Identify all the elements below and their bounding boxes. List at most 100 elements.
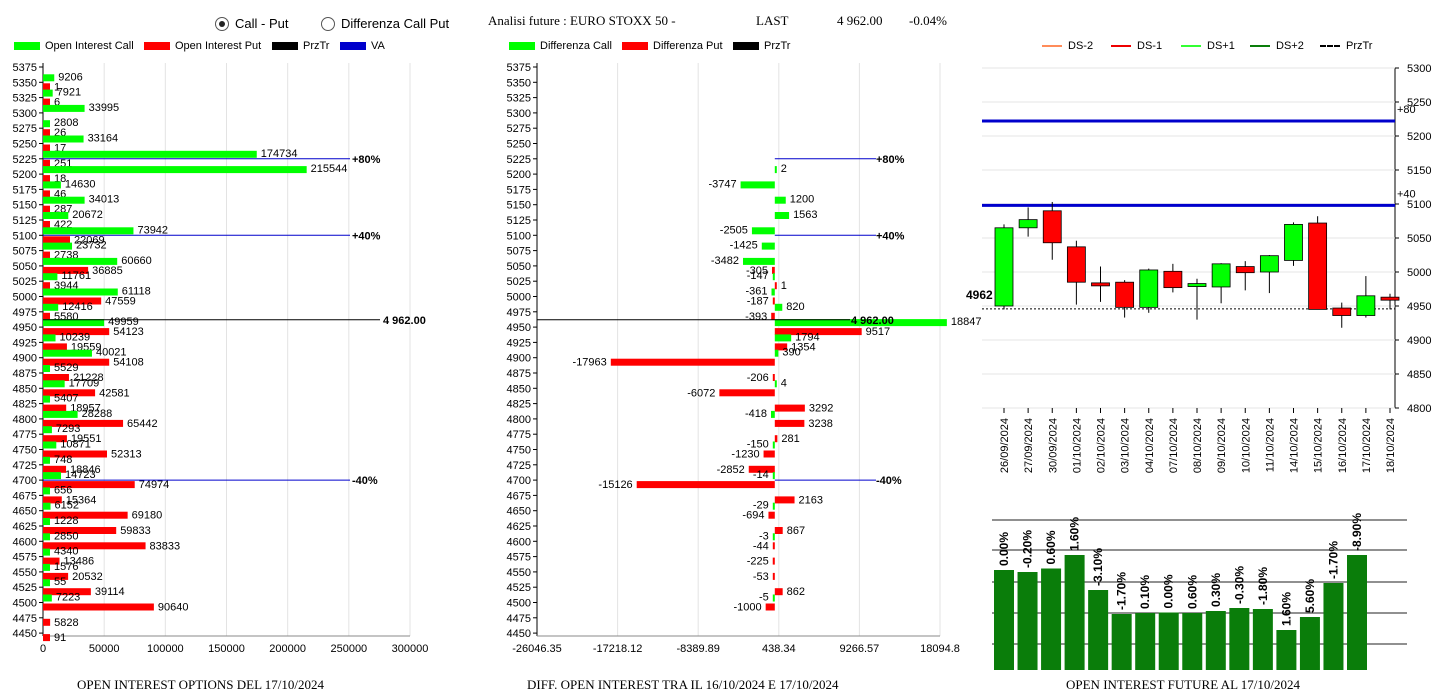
- c1-call-label: 33164: [88, 133, 119, 145]
- c1-call-label: 23732: [76, 240, 107, 252]
- c2-diff-put-bar: [774, 419, 805, 427]
- c1-xtick-label: 0: [40, 643, 46, 655]
- c3-date-label: 15/10/2024: [1313, 418, 1325, 473]
- c2-diff-put-label: -15126: [598, 479, 632, 491]
- last-change: -0.04%: [909, 13, 947, 28]
- c2-diff-call-bar: [774, 166, 777, 174]
- c1-call-label: 11761: [61, 270, 91, 282]
- c1-put-bar: [43, 175, 50, 183]
- c1-call-label: 34013: [89, 194, 120, 206]
- caption-chart2: DIFF. OPEN INTEREST TRA IL 16/10/2024 E …: [527, 677, 839, 692]
- analysis-title: Analisi future : EURO STOXX 50 -: [488, 13, 676, 28]
- c4-bar: [1158, 612, 1179, 670]
- c4-bar-label: -1.70%: [1326, 541, 1340, 579]
- c1-strike-label: 5300: [13, 108, 37, 120]
- c1-strike-label: 5325: [13, 93, 37, 105]
- legend-ds-m2: DS-2: [1042, 40, 1093, 52]
- c2-diff-put-bar: [772, 374, 775, 381]
- c4-bar: [1229, 608, 1250, 670]
- c1-call-bar: [43, 410, 78, 418]
- c1-put-bar: [43, 634, 50, 642]
- c1-call-label: 28288: [82, 408, 113, 420]
- c1-put-bar: [43, 511, 128, 519]
- c1-strike-label: 5375: [13, 62, 37, 74]
- c1-put-bar: [43, 236, 70, 244]
- radio-selected-icon: [215, 16, 229, 31]
- c4-bar: [1205, 611, 1226, 670]
- c3-date-label: 01/10/2024: [1071, 418, 1083, 473]
- c1-strike-label: 4875: [13, 368, 37, 380]
- c1-call-label: 2850: [54, 530, 78, 542]
- c1-call-bar: [43, 273, 58, 281]
- c1-put-label: 42581: [99, 387, 130, 399]
- c1-call-bar: [43, 74, 55, 82]
- c1-put-bar: [43, 312, 50, 320]
- c1-put-label: 21228: [73, 372, 104, 384]
- c1-put-label: 90640: [158, 602, 189, 614]
- c1-call-label: 5529: [54, 362, 78, 374]
- c1-call-bar: [43, 579, 50, 587]
- c1-strike-label: 4800: [13, 414, 37, 426]
- c2-ref-label: +40%: [876, 230, 905, 242]
- c4-bar-label: 0.30%: [1209, 573, 1223, 607]
- c2-diff-put-label: -187: [747, 296, 769, 308]
- c2-diff-put-label: -44: [753, 540, 769, 552]
- c2-diff-put-bar: [774, 496, 795, 504]
- c3-candle-body: [1139, 269, 1159, 308]
- c2-diff-put-label: 281: [781, 433, 799, 445]
- c2-strike-label: 4625: [507, 521, 531, 533]
- c1-put-bar: [43, 297, 102, 305]
- c3-date-label: 18/10/2024: [1385, 418, 1397, 473]
- c2-diff-call-label: -3482: [711, 255, 739, 267]
- c1-put-bar: [43, 266, 89, 274]
- c2-diff-put-bar: [772, 266, 775, 274]
- c1-call-bar: [43, 349, 92, 357]
- legend-diff-call-label: Differenza Call: [540, 40, 612, 52]
- c1-call-bar: [43, 212, 69, 219]
- c1-put-bar: [43, 129, 50, 137]
- c4-bar: [1135, 613, 1156, 670]
- c1-call-label: 73942: [137, 224, 168, 236]
- c2-diff-put-label: -206: [747, 372, 769, 384]
- c2-xtick-label: 9266.57: [840, 643, 880, 655]
- c2-diff-call-label: -14: [753, 469, 769, 481]
- c2-diff-call-label: -147: [747, 270, 769, 282]
- c3-candle-body: [1356, 295, 1376, 316]
- c2-diff-put-label: 9517: [866, 326, 890, 338]
- c2-diff-put-bar: [774, 343, 788, 351]
- c3-candle-body: [1332, 307, 1352, 316]
- radio-unselected-icon: [321, 16, 335, 31]
- c1-put-bar: [43, 450, 107, 458]
- c2-xtick-label: 18094.8: [920, 643, 960, 655]
- c2-diff-put-bar: [765, 603, 775, 611]
- c1-call-bar: [43, 380, 65, 388]
- c1-strike-label: 4975: [13, 307, 37, 319]
- c1-put-bar: [43, 251, 50, 259]
- c2-strike-label: 5125: [507, 215, 531, 227]
- c2-strike-label: 4675: [507, 490, 531, 502]
- c1-ref-label: 4 962.00: [383, 315, 426, 327]
- c1-call-label: 2808: [54, 117, 78, 129]
- c1-put-bar: [43, 159, 50, 167]
- legend-ds-m1-label: DS-1: [1137, 40, 1163, 52]
- c1-strike-label: 4850: [13, 383, 37, 395]
- c1-call-bar: [43, 196, 85, 204]
- c1-put-bar: [43, 603, 154, 611]
- c1-strike-label: 5225: [13, 154, 37, 166]
- c1-call-label: 9206: [58, 71, 82, 83]
- legend-ds-p2: DS+2: [1250, 40, 1304, 52]
- c1-put-bar: [43, 358, 110, 366]
- c1-call-label: 10871: [60, 439, 91, 451]
- legend-diff-put: Differenza Put: [622, 40, 723, 52]
- c1-strike-label: 5050: [13, 261, 37, 273]
- c2-diff-call-label: 1200: [790, 194, 814, 206]
- radio-call-put[interactable]: Call - Put: [215, 16, 288, 31]
- c1-put-label: 20532: [72, 571, 103, 583]
- c1-strike-label: 5125: [13, 215, 37, 227]
- c1-call-bar: [43, 594, 52, 602]
- radio-diff[interactable]: Differenza Call Put: [321, 16, 449, 31]
- c2-strike-label: 5250: [507, 139, 531, 151]
- legend-przt: PrzTr: [272, 40, 329, 52]
- c1-call-bar: [43, 227, 134, 235]
- c4-bar-label: -1.70%: [1115, 572, 1129, 610]
